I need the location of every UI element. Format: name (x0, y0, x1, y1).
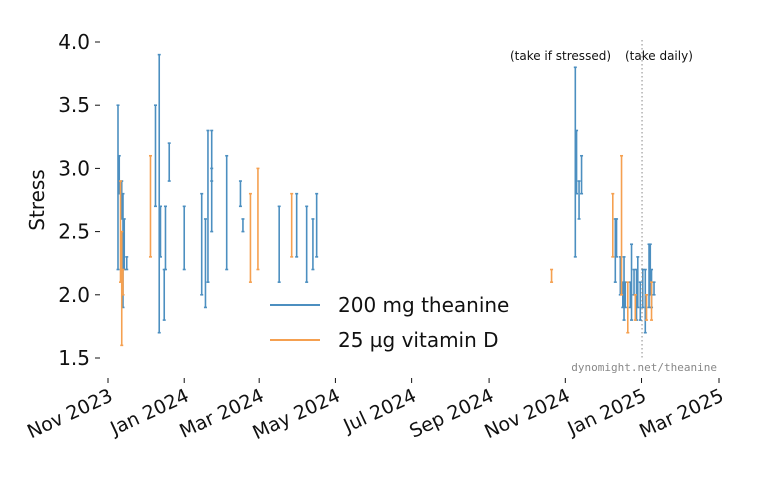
x-tick-label: Nov 2023 (24, 385, 116, 444)
errorbar (248, 192, 252, 283)
errorbar (148, 154, 152, 258)
errorbar (633, 293, 637, 321)
errorbar (203, 218, 207, 309)
y-tick-label: 2.5 (58, 220, 90, 244)
x-tick-label: Jul 2024 (339, 385, 419, 438)
x-tick-label: Nov 2024 (481, 385, 573, 444)
errorbar (575, 129, 579, 195)
errorbar (295, 192, 299, 258)
watermark: dynomight.net/theanine (571, 361, 717, 374)
errorbar (210, 167, 214, 182)
series-vitamin-d (118, 154, 654, 347)
errorbar (157, 53, 161, 334)
errorbar (632, 268, 636, 296)
errorbar (167, 142, 171, 182)
errorbar (611, 192, 615, 258)
errorbar (162, 268, 166, 321)
y-ticks: 1.5 2.0 2.5 3.0 3.5 4.0 (58, 30, 100, 370)
errorbar (256, 167, 260, 271)
errorbar (630, 243, 634, 321)
x-tick-label: May 2024 (249, 385, 343, 445)
errorbar (652, 281, 656, 296)
errorbar (290, 192, 294, 258)
errorbar (206, 129, 210, 283)
errorbar (125, 256, 129, 271)
errorbar (636, 256, 640, 309)
errorbar (182, 205, 186, 271)
plot-area (116, 53, 656, 347)
y-axis: Stress 1.5 2.0 2.5 3.0 3.5 4.0 (25, 30, 100, 370)
errorbar (626, 281, 630, 334)
errorbar (311, 218, 315, 271)
errorbar (638, 281, 642, 321)
errorbar (238, 180, 242, 208)
legend-label-theanine: 200 mg theanine (338, 293, 509, 317)
errorbar (305, 205, 309, 283)
errorbar (163, 205, 167, 271)
errorbar (643, 268, 647, 334)
x-tick-label: Mar 2025 (636, 385, 727, 443)
errorbar (580, 154, 584, 195)
errorbar (315, 192, 319, 258)
errorbar (225, 154, 229, 271)
series-theanine (116, 53, 656, 334)
errorbar (200, 192, 204, 296)
y-tick-label: 2.0 (58, 283, 90, 307)
y-axis-label: Stress (25, 169, 49, 230)
errorbar (645, 293, 649, 321)
errorbar (153, 104, 157, 208)
y-tick-label: 4.0 (58, 30, 90, 54)
errorbar (577, 180, 581, 220)
errorbar (573, 66, 577, 258)
legend: 200 mg theanine 25 µg vitamin D (270, 293, 509, 352)
x-tick-label: Jan 2024 (106, 385, 192, 441)
errorbar (120, 230, 124, 347)
errorbar (241, 218, 245, 233)
errorbar (615, 218, 619, 258)
x-tick-label: Sep 2024 (406, 385, 497, 443)
errorbar (121, 268, 125, 296)
y-tick-label: 1.5 (58, 346, 90, 370)
errorbar (158, 205, 162, 258)
y-tick-label: 3.0 (58, 156, 90, 180)
errorbar (116, 104, 120, 271)
x-tick-label: Jan 2025 (564, 385, 650, 441)
errorbar (622, 256, 626, 321)
legend-label-vitamin-d: 25 µg vitamin D (338, 328, 499, 352)
annotation-right: (take daily) (625, 49, 693, 63)
errorbar (550, 268, 554, 283)
y-tick-label: 3.5 (58, 93, 90, 117)
errorbar (277, 205, 281, 283)
errorbar (650, 281, 654, 321)
annotation-left: (take if stressed) (510, 49, 611, 63)
errorbar (620, 154, 624, 296)
